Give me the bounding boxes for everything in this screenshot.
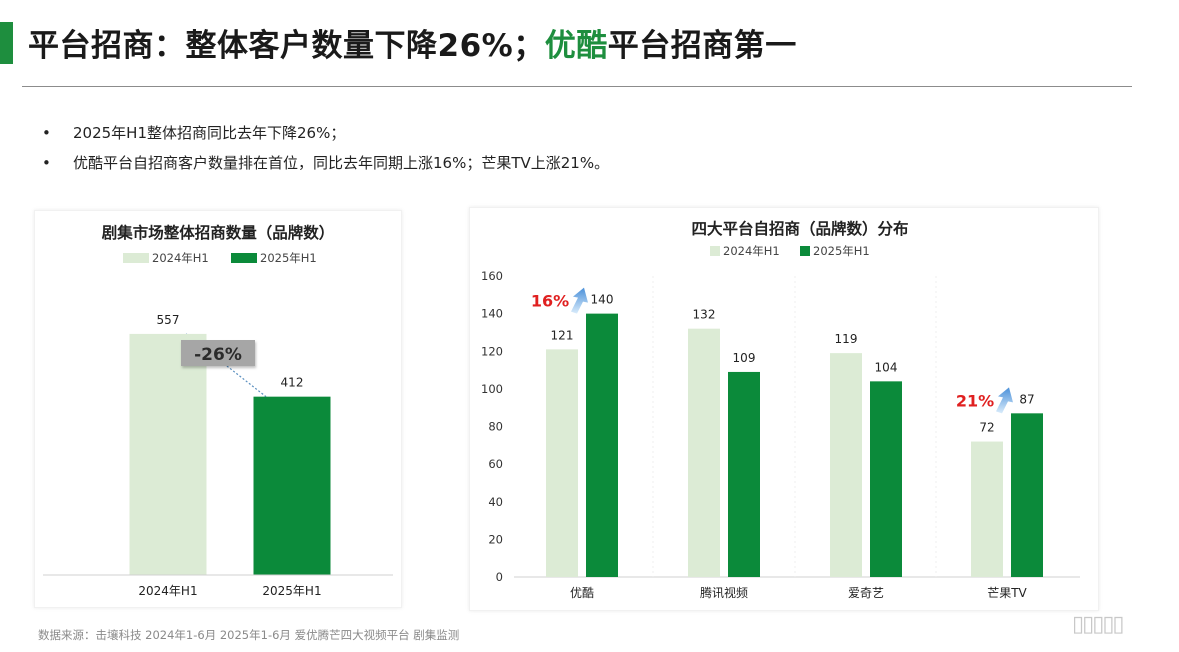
platform-chart-panel: 四大平台自招商（品牌数）分布 2024年H1 2025年H1 0 20 40 60 80… (469, 207, 1099, 611)
category-label: 爱奇艺 (848, 586, 884, 600)
bullet-text: 2025年H1整体招商同比去年下降26%； (73, 124, 346, 142)
bar-value-label: 121 (551, 328, 574, 342)
y-tick-label: 120 (481, 344, 503, 358)
bar-2024 (971, 441, 1003, 577)
y-tick-label: 80 (488, 420, 503, 434)
y-tick-label: 140 (481, 307, 503, 321)
y-tick-label: 20 (488, 532, 503, 546)
legend-swatch-2024 (123, 253, 149, 263)
bar-value-label: 132 (693, 308, 716, 322)
bullet-item: • 2025年H1整体招商同比去年下降26%； (42, 118, 609, 148)
bar-value-label: 140 (591, 293, 614, 307)
bar-value-label: 557 (157, 313, 180, 327)
overall-chart: 剧集市场整体招商数量（品牌数） 2024年H1 2025年H1 557 412 -… (43, 223, 393, 598)
bar-value-label: 87 (1019, 392, 1034, 406)
y-tick-label: 0 (496, 570, 503, 584)
category-label: 芒果TV (987, 585, 1027, 600)
legend-label-2024: 2024年H1 (723, 244, 780, 258)
bullet-text: 优酷平台自招商客户数量排在首位，同比去年同期上涨16%；芒果TV上涨21%。 (73, 154, 610, 172)
y-tick-label: 100 (481, 382, 503, 396)
legend-label-2024: 2024年H1 (152, 251, 209, 265)
platform-chart-title: 四大平台自招商（品牌数）分布 (691, 219, 908, 238)
y-tick-label: 40 (488, 495, 503, 509)
change-label-text: -26% (194, 345, 242, 365)
legend-swatch-2025 (800, 246, 810, 256)
bar-2025 (586, 313, 618, 577)
bullet-dot: • (42, 124, 51, 142)
legend-swatch-2025 (231, 253, 257, 263)
growth-label: 16% (531, 292, 569, 311)
bar-value-label: 72 (979, 421, 994, 435)
source-note: 数据来源：击壤科技 2024年1-6月 2025年1-6月 爱优腾芒四大视频平台… (38, 628, 460, 642)
up-arrow-icon (996, 387, 1013, 414)
bullet-dot: • (42, 154, 51, 172)
platform-chart: 四大平台自招商（品牌数）分布 2024年H1 2025年H1 0 20 40 60 80… (481, 219, 1080, 600)
bar-value-label: 119 (835, 332, 858, 346)
category-label: 2024年H1 (138, 584, 197, 598)
change-label-box (181, 340, 255, 366)
bar-2025 (1011, 413, 1043, 577)
bar-2025 (728, 371, 760, 577)
legend-label-2025: 2025年H1 (813, 244, 870, 258)
bar-2025 (253, 396, 331, 575)
watermark: ▯▯▯▯▯ (1072, 612, 1125, 637)
bar-value-label: 412 (281, 376, 304, 390)
up-arrow-icon (571, 287, 588, 314)
bar-value-label: 104 (875, 360, 898, 374)
category-label: 2025年H1 (262, 584, 321, 598)
bar-value-label: 109 (733, 351, 756, 365)
category-label: 优酷 (570, 586, 594, 600)
growth-label: 21% (956, 391, 994, 410)
page-title: 平台招商：整体客户数量下降26%；优酷平台招商第一 (28, 20, 797, 65)
legend-swatch-2024 (710, 246, 720, 256)
bar-2024 (546, 349, 578, 577)
bar-2024 (688, 328, 720, 577)
title-accent-bar (0, 22, 13, 64)
category-label: 腾讯视频 (700, 585, 748, 600)
title-highlight: 优酷 (544, 28, 608, 64)
overall-chart-panel: 剧集市场整体招商数量（品牌数） 2024年H1 2025年H1 557 412 -… (34, 210, 402, 608)
bar-2024 (830, 353, 862, 577)
summary-bullets: • 2025年H1整体招商同比去年下降26%； • 优酷平台自招商客户数量排在首位，… (42, 118, 609, 178)
y-tick-label: 60 (488, 457, 503, 471)
title-part-2: 平台招商第一 (607, 28, 797, 64)
title-part-1: 平台招商：整体客户数量下降26%； (28, 28, 545, 64)
legend-label-2025: 2025年H1 (260, 251, 317, 265)
overall-chart-title: 剧集市场整体招商数量（品牌数） (102, 223, 335, 242)
bar-2025 (870, 381, 902, 577)
bullet-item: • 优酷平台自招商客户数量排在首位，同比去年同期上涨16%；芒果TV上涨21%。 (42, 148, 609, 178)
title-divider (22, 86, 1132, 87)
y-tick-label: 160 (481, 269, 503, 283)
bar-2024 (129, 333, 207, 575)
